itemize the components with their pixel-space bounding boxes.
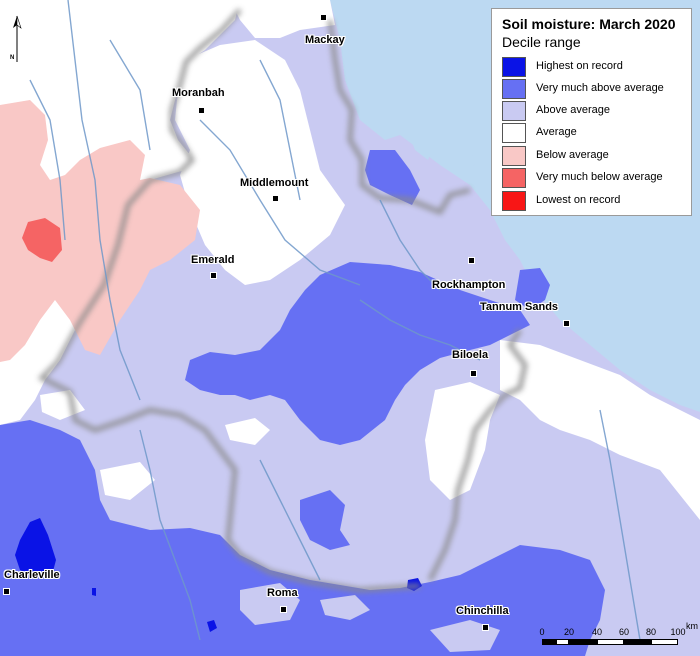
very-much-above-average-ne-coast bbox=[365, 150, 420, 205]
legend-swatch-lowest bbox=[502, 191, 526, 211]
legend-subtitle: Decile range bbox=[502, 34, 581, 50]
very-much-below-average-zone bbox=[22, 218, 62, 262]
average-patch-a bbox=[225, 418, 270, 445]
north-arrow-icon bbox=[13, 15, 22, 62]
town-marker-charleville bbox=[3, 588, 10, 595]
below-average-zone-west bbox=[0, 100, 200, 362]
outside-region-ne bbox=[230, 0, 335, 38]
highest-on-record-small-b bbox=[207, 620, 217, 632]
very-much-above-average-central bbox=[185, 262, 530, 445]
town-marker-chinchilla bbox=[482, 624, 489, 631]
town-label-charleville: Charleville bbox=[4, 569, 60, 581]
legend-item-below: Below average bbox=[502, 146, 692, 166]
legend-swatch-highest bbox=[502, 57, 526, 77]
town-marker-roma bbox=[280, 606, 287, 613]
legend-item-lowest: Lowest on record bbox=[502, 191, 692, 211]
legend-swatch-very-much-above bbox=[502, 79, 526, 99]
rivers bbox=[29, 0, 641, 641]
town-label-tannum-sands: Tannum Sands bbox=[480, 301, 559, 313]
very-much-above-average-coast-b bbox=[515, 268, 550, 310]
average-zone-north bbox=[175, 40, 345, 285]
legend-label-very-much-below: Very much below average bbox=[536, 171, 663, 183]
legend-item-average: Average bbox=[502, 123, 692, 143]
town-label-middlemount: Middlemount bbox=[240, 177, 309, 189]
average-zone-se bbox=[500, 340, 700, 520]
town-label-roma: Roma bbox=[267, 587, 298, 599]
town-marker-emerald bbox=[210, 272, 217, 279]
town-marker-moranbah bbox=[198, 107, 205, 114]
scale-tick-0: 0 bbox=[539, 627, 545, 637]
scale-segment-6 bbox=[651, 639, 678, 645]
town-marker-tannum-sands bbox=[563, 320, 570, 327]
legend-label-below: Below average bbox=[536, 149, 609, 161]
highest-on-record-small-c bbox=[92, 588, 96, 596]
town-label-chinchilla: Chinchilla bbox=[456, 605, 509, 617]
town-label-rockhampton: Rockhampton bbox=[432, 279, 506, 291]
legend-swatch-above bbox=[502, 101, 526, 121]
legend-item-very-much-above: Very much above average bbox=[502, 79, 692, 99]
very-much-above-average-mid-south bbox=[300, 490, 350, 550]
scale-segment-3 bbox=[569, 639, 597, 645]
legend-swatch-average bbox=[502, 123, 526, 143]
town-label-biloela: Biloela bbox=[452, 349, 489, 361]
legend-label-above: Above average bbox=[536, 104, 610, 116]
town-marker-middlemount bbox=[272, 195, 279, 202]
scale-tick-100: 100 bbox=[670, 627, 686, 637]
scale-tick-20: 20 bbox=[563, 627, 575, 637]
scale-bar: 0 20 40 60 80 100 km bbox=[538, 621, 698, 655]
above-average-patch-south bbox=[320, 595, 370, 620]
above-average-patch-roma bbox=[240, 583, 300, 625]
scale-segment-4 bbox=[597, 639, 624, 645]
town-marker-rockhampton bbox=[468, 257, 475, 264]
legend-swatch-below bbox=[502, 146, 526, 166]
sea-inlet-a bbox=[405, 115, 435, 160]
town-marker-mackay bbox=[320, 14, 327, 21]
region-boundary bbox=[37, 8, 528, 593]
legend-label-average: Average bbox=[536, 126, 577, 138]
north-label: N bbox=[10, 55, 15, 61]
legend-swatch-very-much-below bbox=[502, 168, 526, 188]
scale-tick-80: 80 bbox=[645, 627, 657, 637]
legend-label-highest: Highest on record bbox=[536, 60, 623, 72]
highest-on-record-charleville bbox=[15, 518, 56, 578]
scale-segment-5 bbox=[624, 639, 651, 645]
sea-inlet-b bbox=[455, 148, 475, 170]
town-label-emerald: Emerald bbox=[191, 254, 235, 266]
town-label-moranbah: Moranbah bbox=[172, 87, 225, 99]
very-much-above-average-south bbox=[0, 420, 605, 656]
town-marker-biloela bbox=[470, 370, 477, 377]
legend-label-lowest: Lowest on record bbox=[536, 194, 621, 206]
scale-tick-40: 40 bbox=[591, 627, 603, 637]
town-label-mackay: Mackay bbox=[305, 34, 345, 46]
legend-label-very-much-above: Very much above average bbox=[536, 82, 664, 94]
legend-item-highest: Highest on record bbox=[502, 57, 692, 77]
legend-item-very-much-below: Very much below average bbox=[502, 168, 692, 188]
average-patch-b bbox=[100, 462, 155, 500]
legend-item-above: Above average bbox=[502, 101, 692, 121]
scale-segment-2 bbox=[556, 639, 569, 645]
scale-segment-1 bbox=[542, 639, 556, 645]
legend-title: Soil moisture: March 2020 bbox=[502, 16, 676, 32]
scale-unit: km bbox=[686, 621, 698, 631]
average-zone-biloela bbox=[425, 382, 500, 500]
legend-panel: Soil moisture: March 2020 Decile range H… bbox=[491, 8, 692, 216]
scale-tick-60: 60 bbox=[618, 627, 630, 637]
